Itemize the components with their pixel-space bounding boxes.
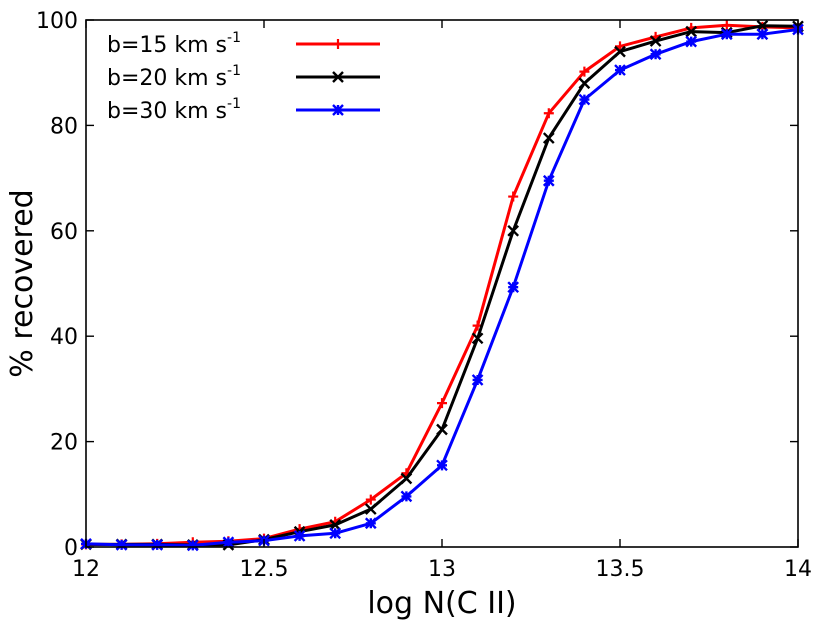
data-point [436, 459, 448, 472]
data-point [649, 35, 662, 47]
data-point [364, 517, 377, 530]
legend-item: b=15 km s-1 [107, 30, 380, 58]
legend-item: b=20 km s-1 [107, 63, 380, 91]
y-tick-label: 100 [36, 9, 78, 34]
legend-label-superscript: -1 [227, 63, 241, 79]
data-point [332, 104, 344, 116]
y-axis-label: % recovered [5, 189, 40, 377]
data-point [471, 374, 484, 386]
data-point [542, 174, 555, 187]
legend-item: b=30 km s-1 [107, 96, 380, 124]
data-point [685, 25, 698, 38]
y-tick-label: 40 [50, 325, 78, 350]
data-point [756, 28, 769, 41]
y-tick-label: 0 [64, 536, 78, 561]
data-point [508, 191, 519, 202]
y-tick-label: 20 [50, 431, 78, 456]
data-point [507, 224, 520, 237]
data-point [685, 35, 698, 48]
data-point [507, 281, 520, 294]
tick-labels: 12 12.5 13 13.5 14 0 20 40 60 80 100 [36, 9, 812, 582]
data-point [332, 71, 344, 83]
data-point [186, 539, 199, 552]
data-point [614, 45, 626, 58]
data-point [579, 66, 590, 77]
x-tick-label: 14 [784, 557, 812, 582]
data-point [293, 530, 306, 542]
y-tick-label: 80 [50, 114, 78, 139]
data-point [437, 398, 447, 409]
data-point [721, 20, 732, 31]
legend-label: b=15 km s-1 [107, 30, 241, 58]
legend-label-superscript: -1 [227, 96, 241, 112]
x-tick-label: 13.5 [596, 557, 645, 582]
data-point [329, 519, 342, 531]
data-point [400, 472, 413, 485]
data-point [436, 423, 448, 436]
plot-marks [80, 19, 804, 552]
data-point [543, 108, 554, 119]
x-tick-label: 12 [72, 557, 100, 582]
data-point [615, 41, 625, 52]
data-point [365, 494, 376, 505]
axis-ticks [85, 19, 799, 548]
data-point [720, 28, 733, 41]
data-point [400, 490, 413, 503]
data-point [329, 527, 342, 540]
data-point [649, 48, 662, 61]
data-point [333, 39, 343, 49]
legend-label-superscript: -1 [227, 30, 241, 46]
data-point [756, 19, 769, 32]
x-tick-label: 12.5 [240, 557, 289, 582]
x-axis-label: log N(C II) [367, 586, 516, 621]
data-point [115, 539, 128, 551]
data-point [578, 77, 591, 90]
data-point [222, 536, 235, 549]
y-tick-label: 60 [50, 220, 78, 245]
data-point [364, 503, 377, 515]
data-point [542, 132, 555, 144]
legend-label: b=20 km s-1 [107, 63, 241, 91]
legend: b=15 km s-1 b=20 km s-1 b=30 km s-1 [107, 30, 380, 124]
legend-label: b=30 km s-1 [107, 96, 241, 124]
data-point [151, 539, 164, 551]
data-point [471, 332, 484, 345]
x-tick-label: 13 [428, 557, 456, 582]
data-point [578, 93, 591, 106]
data-point [614, 64, 626, 76]
